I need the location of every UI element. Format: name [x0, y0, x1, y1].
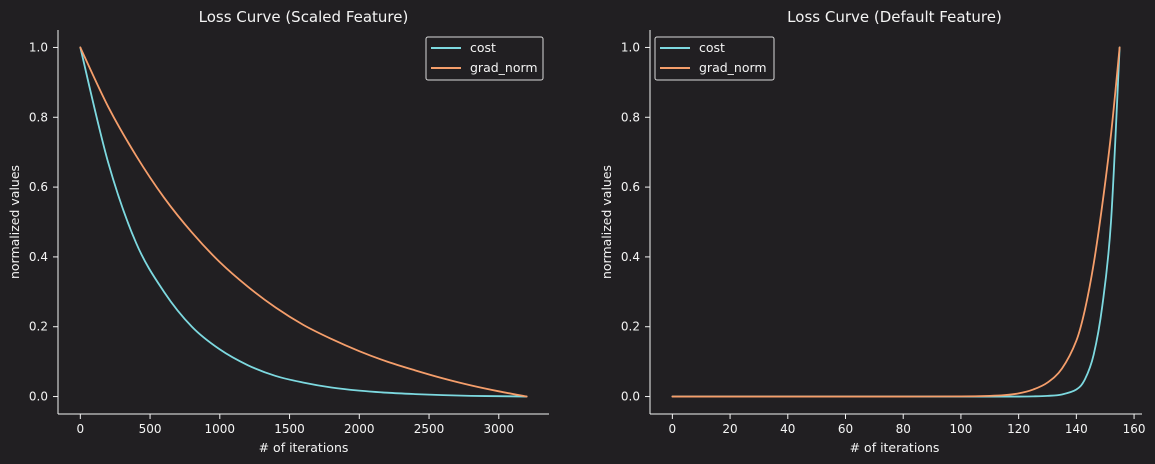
y-tick-label: 0.0	[29, 390, 48, 404]
y-axis-label: normalized values	[7, 165, 22, 279]
y-axis-label: normalized values	[599, 165, 614, 279]
x-ticks: 0 20 40 60 80 100 120 140 160	[669, 414, 1146, 436]
x-tick-label: 3000	[484, 422, 515, 436]
chart-title: Loss Curve (Default Feature)	[787, 8, 1002, 26]
x-tick-label: 120	[1007, 422, 1030, 436]
x-tick-label: 100	[949, 422, 972, 436]
y-tick-label: 0.6	[29, 180, 48, 194]
y-tick-label: 0.4	[29, 250, 48, 264]
x-tick-label: 20	[722, 422, 737, 436]
series-line-grad-norm	[671, 46, 1121, 398]
legend-label-grad-norm: grad_norm	[470, 60, 538, 75]
x-tick-label: 2000	[344, 422, 375, 436]
x-tick-label: 140	[1065, 422, 1088, 436]
series-lines	[79, 46, 528, 398]
y-tick-label: 0.8	[621, 110, 640, 124]
series-line-grad-norm	[79, 46, 528, 398]
y-tick-label: 0.0	[621, 390, 640, 404]
x-tick-label: 40	[780, 422, 795, 436]
x-axis-label: # of iterations	[259, 440, 349, 455]
x-tick-label: 0	[669, 422, 677, 436]
series-line-cost	[79, 46, 528, 398]
chart-scaled-feature: Loss Curve (Scaled Feature) # of iterati…	[7, 8, 549, 455]
legend-label-cost: cost	[699, 40, 725, 55]
y-tick-label: 0.8	[29, 110, 48, 124]
axes	[57, 30, 549, 415]
chart-title: Loss Curve (Scaled Feature)	[199, 8, 409, 26]
x-ticks: 0 500 1000 1500 2000 2500 3000	[76, 414, 514, 436]
y-tick-label: 1.0	[29, 40, 48, 54]
y-tick-label: 0.6	[621, 180, 640, 194]
x-tick-label: 0	[76, 422, 84, 436]
x-tick-label: 1000	[205, 422, 236, 436]
chart-default-feature: Loss Curve (Default Feature) # of iterat…	[599, 8, 1146, 455]
series-lines	[671, 46, 1121, 398]
x-tick-label: 160	[1123, 422, 1146, 436]
x-tick-label: 2500	[414, 422, 445, 436]
axes	[649, 30, 1142, 415]
y-tick-label: 0.2	[621, 320, 640, 334]
y-ticks: 0.0 0.2 0.4 0.6 0.8 1.0	[621, 40, 650, 404]
y-tick-label: 0.2	[29, 320, 48, 334]
x-tick-label: 60	[838, 422, 853, 436]
x-tick-label: 1500	[274, 422, 305, 436]
x-tick-label: 500	[139, 422, 162, 436]
legend: cost grad_norm	[425, 36, 544, 81]
legend-label-grad-norm: grad_norm	[699, 60, 767, 75]
legend-label-cost: cost	[470, 40, 496, 55]
legend: cost grad_norm	[654, 36, 775, 81]
x-tick-label: 80	[896, 422, 911, 436]
y-tick-label: 1.0	[621, 40, 640, 54]
y-tick-label: 0.4	[621, 250, 640, 264]
x-axis-label: # of iterations	[850, 440, 940, 455]
y-ticks: 0.0 0.2 0.4 0.6 0.8 1.0	[29, 40, 58, 404]
